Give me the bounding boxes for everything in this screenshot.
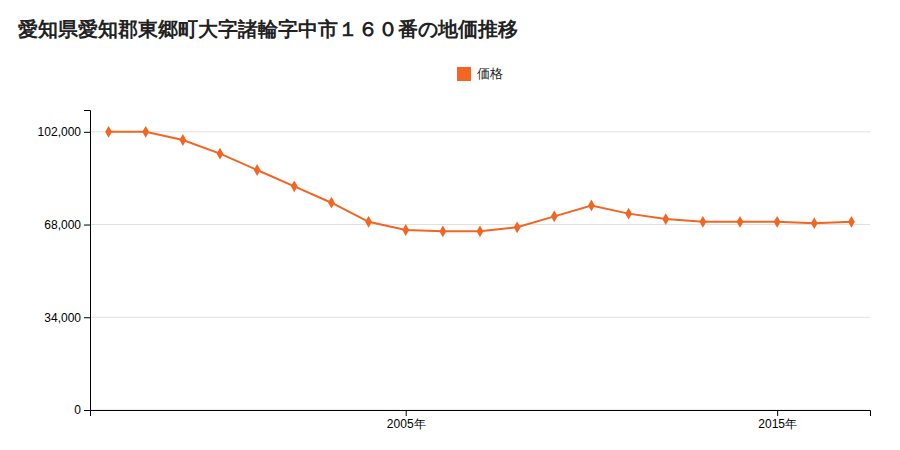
y-tick-mark xyxy=(84,225,90,226)
marker xyxy=(514,221,521,233)
y-tick: 34,000 xyxy=(44,311,90,325)
x-axis-line xyxy=(91,411,871,417)
marker xyxy=(217,148,224,160)
y-tick: 68,000 xyxy=(44,218,90,232)
legend-item: 価格 xyxy=(457,66,503,81)
marker xyxy=(811,217,818,229)
marks xyxy=(105,126,855,237)
plot: 0 34,000 68,000 102,000 2005年 2015年 xyxy=(38,111,871,431)
title: 愛知県愛知郡東郷町大字諸輪字中市１６０番の地価推移 xyxy=(18,17,518,41)
marker xyxy=(737,216,744,228)
x-tick-label: 2015年 xyxy=(758,417,797,431)
line xyxy=(109,132,852,232)
x-tick: 2015年 xyxy=(758,410,797,431)
legend-swatch xyxy=(457,67,471,81)
marker xyxy=(254,164,261,176)
y-tick-label: 34,000 xyxy=(44,311,81,325)
marker xyxy=(179,134,186,146)
grid xyxy=(90,132,870,410)
marker xyxy=(774,216,781,228)
marker xyxy=(439,225,446,237)
x-tick-mark xyxy=(406,410,407,416)
x-tick-mark xyxy=(777,410,778,416)
x-axis: 2005年 2015年 xyxy=(91,410,871,431)
y-axis-line xyxy=(84,111,91,411)
y-axis: 0 34,000 68,000 102,000 xyxy=(38,111,91,418)
y-tick-label: 102,000 xyxy=(38,125,82,139)
grid-line xyxy=(90,131,870,132)
marker xyxy=(699,216,706,228)
marker xyxy=(662,213,669,225)
y-tick: 102,000 xyxy=(38,125,90,139)
y-tick-mark xyxy=(84,410,90,411)
x-tick: 2005年 xyxy=(387,410,426,431)
y-tick-label: 0 xyxy=(74,403,81,417)
marker xyxy=(291,180,298,192)
y-tick-mark xyxy=(84,317,90,318)
grid-line xyxy=(90,317,870,318)
y-tick-mark xyxy=(84,132,90,133)
chart: 愛知県愛知郡東郷町大字諸輪字中市１６０番の地価推移 0 34,000 68,000 10… xyxy=(0,0,900,450)
marker xyxy=(142,126,149,138)
marker xyxy=(105,126,112,138)
x-tick-label: 2005年 xyxy=(387,417,426,431)
y-tick: 0 xyxy=(74,403,90,417)
marker xyxy=(551,210,558,222)
marker xyxy=(588,200,595,212)
legend: 価格 xyxy=(457,66,503,81)
grid-line xyxy=(90,224,870,225)
y-tick-label: 68,000 xyxy=(44,218,81,232)
marker xyxy=(477,225,484,237)
legend-label: 価格 xyxy=(477,66,503,81)
marker xyxy=(328,197,335,209)
marker xyxy=(625,208,632,220)
marker xyxy=(402,224,409,236)
marker xyxy=(365,216,372,228)
marker xyxy=(848,216,855,228)
